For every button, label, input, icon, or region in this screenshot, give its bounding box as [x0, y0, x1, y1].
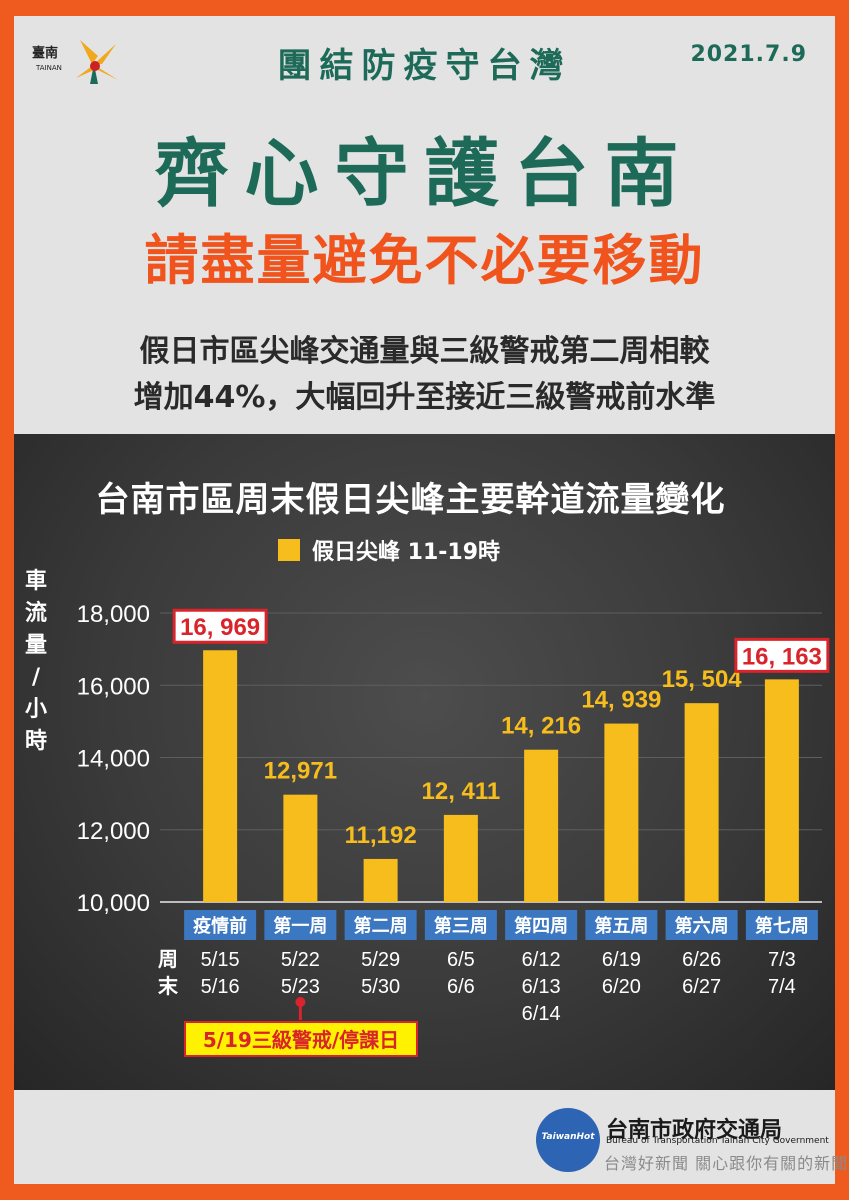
highlight-box: [172, 608, 268, 644]
weekend-label: 周: [158, 947, 178, 971]
legend-swatch: [278, 539, 300, 561]
weekend-date: 6/26: [682, 949, 721, 971]
y-tick-label: 10,000: [77, 890, 150, 917]
category-box: [665, 910, 738, 940]
taiwanhot-logo-text: TaiwanHot: [541, 1132, 595, 1142]
annotation-marker: [295, 997, 306, 1007]
bar: [443, 814, 478, 902]
weekend-date: 6/5: [447, 949, 475, 971]
weekend-date: 5/22: [281, 949, 320, 971]
x-tick-label: 第四周: [514, 915, 568, 937]
tainan-city-logo: 臺南 TAINAN: [32, 34, 122, 86]
bar: [363, 858, 398, 902]
taiwanhot-logo: TaiwanHot: [536, 1108, 600, 1172]
y-axis-label-char: 車: [24, 569, 47, 594]
y-tick-label: 12,000: [77, 818, 150, 845]
flower-icon: [76, 40, 118, 84]
poster-frame: 臺南 TAINAN 團結防疫守台灣 2021.7.9 齊心守護台南 請盡量避免不…: [14, 16, 835, 1184]
y-axis-label-char: 流: [24, 601, 47, 626]
x-tick-label: 第六周: [675, 915, 729, 937]
y-axis-label-char: 量: [24, 633, 47, 658]
category-box: [505, 910, 578, 940]
bar: [684, 703, 719, 902]
y-tick-label: 14,000: [77, 746, 150, 773]
footer-watermark: 台灣好新聞 關心跟你有關的新聞: [604, 1154, 849, 1173]
footer-org: 台南市政府交通局: [606, 1118, 783, 1143]
description-line-2: 增加44%，大幅回升至接近三級警戒前水準: [133, 380, 716, 415]
bar-value-label: 15, 504: [662, 666, 743, 693]
x-tick-label: 第五周: [594, 915, 648, 937]
weekend-date: 5/30: [361, 976, 400, 998]
x-tick-label: 第七周: [755, 915, 809, 937]
weekend-date: 6/12: [522, 949, 561, 971]
bar-value-label: 12, 411: [422, 778, 501, 805]
bar-value-label: 14, 939: [581, 687, 661, 714]
weekend-date: 6/20: [602, 976, 641, 998]
x-tick-label: 第三周: [434, 915, 488, 937]
weekend-date: 6/13: [522, 976, 561, 998]
chart-legend: 假日尖峰 11-19時: [278, 534, 500, 566]
category-box: [424, 910, 497, 940]
y-axis-label-char: 小: [24, 697, 47, 722]
bar: [764, 679, 799, 902]
category-box: [264, 910, 337, 940]
description-line-1: 假日市區尖峰交通量與三級警戒第二周相較: [139, 334, 710, 369]
annotation-box: [184, 1021, 418, 1057]
weekend-date: 5/23: [281, 976, 320, 998]
bar-value-label: 11,192: [345, 822, 417, 849]
category-box: [344, 910, 417, 940]
legend-label: 假日尖峰 11-19時: [312, 540, 501, 565]
highlight-box: [734, 637, 830, 673]
weekend-date: 5/16: [201, 976, 240, 998]
bar: [524, 749, 559, 902]
bar-value-label: 16, 163: [742, 643, 822, 670]
weekend-date: 6/14: [522, 1003, 561, 1025]
footer-org-en: Bureau of Transportation Tainan City Gov…: [606, 1136, 829, 1146]
bar-value-label: 12,971: [264, 758, 337, 785]
header-title: 團結防疫守台灣: [277, 46, 572, 86]
y-tick-label: 16,000: [77, 673, 150, 700]
bar-value-label: 16, 969: [180, 614, 260, 641]
y-axis-label-char: 時: [24, 729, 47, 754]
weekend-date: 5/15: [201, 949, 240, 971]
y-tick-label: 18,000: [77, 601, 150, 628]
bar-value-label: 14, 216: [501, 713, 581, 740]
logo-sub: TAINAN: [36, 64, 62, 72]
main-title: 齊心守護台南: [154, 131, 695, 217]
sub-title: 請盡量避免不必要移動: [144, 229, 705, 292]
logo-text: 臺南: [32, 46, 59, 61]
x-tick-label: 第二周: [354, 915, 408, 937]
weekend-date: 7/4: [768, 976, 796, 998]
bar: [203, 650, 238, 902]
category-box: [184, 910, 257, 940]
chart-title: 台南市區周末假日尖峰主要幹道流量變化: [95, 480, 726, 520]
x-tick-label: 疫情前: [193, 915, 247, 937]
x-tick-label: 第一周: [273, 915, 327, 937]
weekend-date: 6/19: [602, 949, 641, 971]
weekend-label: 末: [158, 974, 179, 998]
bar: [604, 723, 639, 902]
weekend-date: 6/6: [447, 976, 475, 998]
annotation-label: 5/19三級警戒/停課日: [203, 1028, 399, 1052]
weekend-date: 7/3: [768, 949, 796, 971]
weekend-date: 5/29: [361, 949, 400, 971]
category-box: [745, 910, 818, 940]
weekend-date: 6/27: [682, 976, 721, 998]
category-box: [585, 910, 658, 940]
y-axis-label-char: /: [31, 665, 41, 690]
bar: [283, 794, 318, 902]
date: 2021.7.9: [690, 42, 807, 67]
y-axis-label: 車流量 / 小時: [24, 566, 48, 758]
